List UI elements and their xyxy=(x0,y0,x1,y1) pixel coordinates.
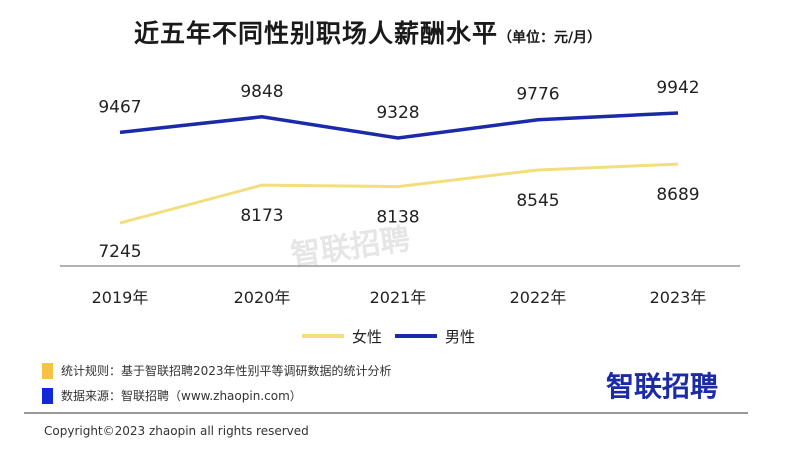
footer-source: 数据来源：智联招聘（www.zhaopin.com） xyxy=(42,387,302,404)
x-tick-label: 2023年 xyxy=(650,288,707,307)
divider xyxy=(24,412,748,414)
series-line-female xyxy=(119,162,679,225)
x-tick-label: 2019年 xyxy=(92,288,149,307)
x-tick-label: 2022年 xyxy=(510,288,567,307)
zhaopin-logo: 智联招聘 xyxy=(606,370,719,403)
chart-title: 近五年不同性别职场人薪酬水平（单位：元/月） xyxy=(134,14,601,50)
line-chart: 2019年 2020年 2021年 2022年 2023年 7245 8173 8138 854… xyxy=(60,78,740,346)
x-tick-label: 2021年 xyxy=(370,288,427,307)
legend-label: 女性 xyxy=(352,328,382,346)
title-text: 近五年不同性别职场人薪酬水平 xyxy=(134,19,499,48)
data-label: 9848 xyxy=(240,82,283,102)
data-label: 9776 xyxy=(516,85,559,105)
data-label: 8689 xyxy=(656,185,699,205)
rule-text: 统计规则：基于智联招聘2023年性别平等调研数据的统计分析 xyxy=(61,364,392,378)
data-label: 8545 xyxy=(516,191,559,211)
data-label: 9328 xyxy=(376,103,419,123)
x-tick-label: 2020年 xyxy=(234,288,291,307)
data-label: 7245 xyxy=(98,242,141,262)
legend-label: 男性 xyxy=(445,328,475,346)
data-label: 8138 xyxy=(376,208,419,228)
data-label: 9467 xyxy=(98,97,141,117)
copyright: Copyright©2023 zhaopin all rights reserv… xyxy=(44,424,309,438)
rule-swatch xyxy=(42,362,53,379)
data-label: 9942 xyxy=(656,78,699,98)
data-label: 8173 xyxy=(240,206,283,226)
source-swatch xyxy=(42,387,53,404)
footer-rule: 统计规则：基于智联招聘2023年性别平等调研数据的统计分析 xyxy=(42,362,392,379)
source-text: 数据来源：智联招聘（www.zhaopin.com） xyxy=(61,389,302,403)
unit-label: （单位：元/月） xyxy=(498,30,602,46)
series-line-male xyxy=(119,111,679,140)
